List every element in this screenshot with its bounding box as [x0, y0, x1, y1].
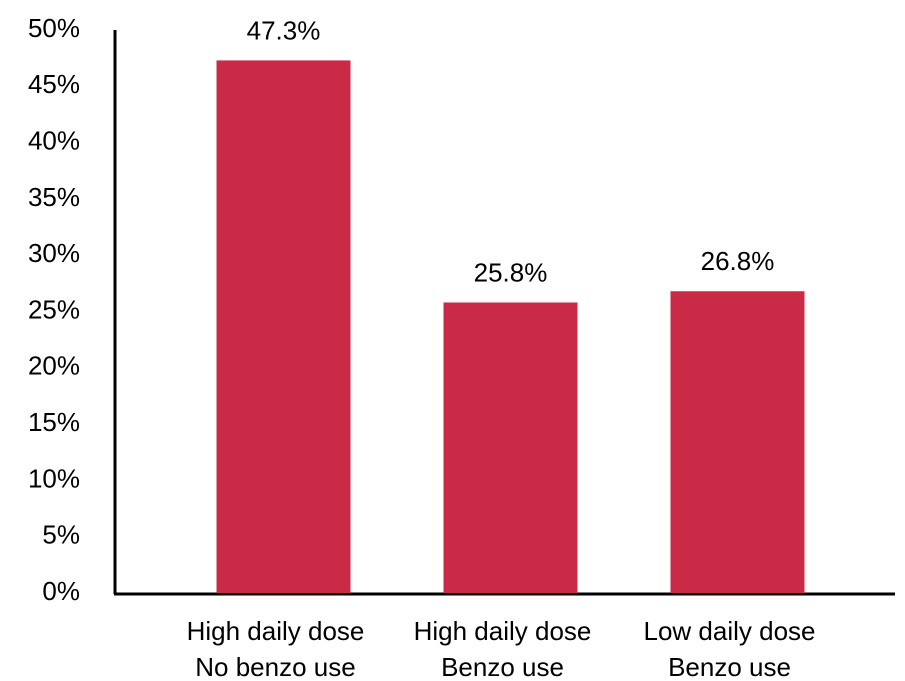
x-tick-label: Benzo use	[668, 652, 791, 681]
y-tick-label: 0%	[42, 576, 80, 606]
value-label: 47.3%	[247, 15, 321, 45]
y-tick-label: 20%	[28, 351, 80, 381]
bar	[670, 291, 805, 593]
x-tick-label: High daily dose	[187, 616, 365, 646]
y-tick-label: 15%	[28, 407, 80, 437]
bar	[216, 60, 351, 594]
x-tick-label: Benzo use	[441, 652, 564, 681]
y-tick-label: 45%	[28, 69, 80, 99]
x-tick-label: Low daily dose	[644, 616, 816, 646]
y-tick-label: 40%	[28, 125, 80, 155]
y-tick-label: 30%	[28, 238, 80, 268]
y-tick-label: 25%	[28, 294, 80, 324]
value-label: 25.8%	[474, 257, 548, 287]
y-tick-label: 10%	[28, 463, 80, 493]
value-label: 26.8%	[701, 246, 775, 276]
bar	[443, 302, 578, 593]
y-tick-label: 50%	[28, 13, 80, 43]
y-tick-label: 5%	[42, 520, 80, 550]
x-tick-label: High daily dose	[414, 616, 592, 646]
y-tick-label: 35%	[28, 182, 80, 212]
x-tick-label: No benzo use	[195, 652, 355, 681]
